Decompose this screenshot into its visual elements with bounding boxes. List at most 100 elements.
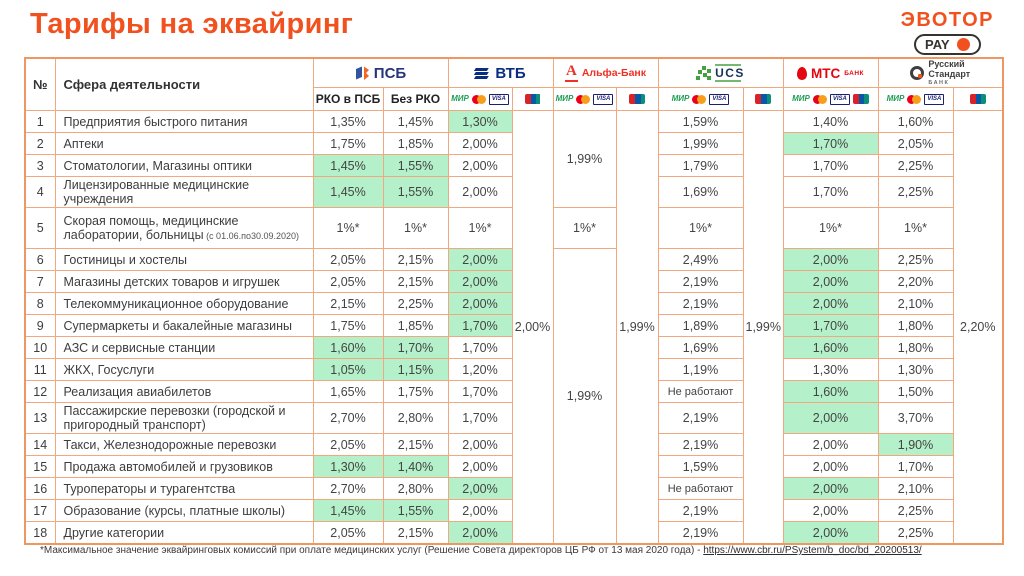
tariff-cell-rs: 2,25%	[877, 499, 954, 522]
row-label: ЖКХ, Госуслуги	[54, 358, 314, 381]
tariff-cell-alfa: 1%*	[552, 207, 617, 249]
tariff-cell-psb-free: 1%*	[382, 207, 449, 249]
tariff-cell-psb-free: 1,85%	[382, 132, 449, 155]
bank-name-rs-1: Русский	[928, 59, 965, 70]
tariff-cell-ucs: Не работают	[657, 477, 744, 500]
tariff-cell-mts: 1%*	[782, 207, 879, 249]
mir-icon: МИР	[555, 94, 574, 103]
ucs-logo-icon	[696, 65, 712, 80]
tariff-cell-rs: 3,70%	[877, 402, 954, 434]
bank-header-mts: МТС БАНК	[782, 57, 879, 88]
tariff-cell-rs-unionpay-merged: 2,20%	[952, 110, 1004, 545]
row-number: 13	[24, 402, 56, 434]
ucs-strip-top	[715, 64, 742, 66]
page-title: Тарифы на эквайринг	[30, 8, 354, 40]
tariff-cell-mts: 1,70%	[782, 132, 879, 155]
mastercard-icon	[692, 94, 707, 104]
tariff-cell-ucs: 1%*	[657, 207, 744, 249]
tariff-cell-vtb: 1,70%	[447, 314, 513, 337]
tariff-cell-psb-rko: 1%*	[312, 207, 384, 249]
tariff-cell-rs: 2,10%	[877, 477, 954, 500]
tariff-cell-psb-rko: 1,30%	[312, 455, 384, 478]
table-row: 1 Предприятия быстрого питания 1,35% 1,45% 1…	[24, 110, 1004, 545]
tariff-cell-vtb: 1,30%	[447, 110, 513, 133]
tariff-cell-rs: 2,05%	[877, 132, 954, 155]
tariff-cell-ucs: 1,19%	[657, 358, 744, 381]
tariff-cell-psb-rko: 2,15%	[312, 292, 384, 315]
row-label: Такси, Железнодорожные перевозки	[54, 433, 314, 456]
tariff-cell-mts: 2,00%	[782, 477, 879, 500]
row-label: Продажа автомобилей и грузовиков	[54, 455, 314, 478]
bank-name-vtb: ВТБ	[495, 64, 526, 82]
tariff-cell-ucs: 2,19%	[657, 270, 744, 293]
row-label: Скорая помощь, медицинские лаборатории, …	[54, 207, 314, 249]
table-row: 8 Телекоммуникационное оборудование 2,15% 2…	[24, 292, 1003, 315]
table-row: 5 Скорая помощь, медицинские лаборатории,…	[24, 207, 1003, 249]
tariff-cell-psb-rko: 2,05%	[312, 433, 384, 456]
row-number: 16	[24, 477, 56, 500]
mastercard-icon	[907, 94, 922, 104]
tariff-cell-rs: 1,80%	[877, 314, 954, 337]
visa-icon: VISA	[709, 93, 730, 105]
row-number: 12	[24, 380, 56, 403]
table-row: 10 АЗС и сервисные станции 1,60% 1,70% 1,70%…	[24, 336, 1003, 359]
table-row: 17 Образование (курсы, платные школы) 1,45…	[24, 499, 1003, 522]
tariff-cell-vtb: 1,70%	[447, 402, 513, 434]
bank-header-psb: ПСБ	[312, 57, 449, 88]
tariff-cell-psb-free: 2,25%	[382, 292, 449, 315]
bank-header-ucs: UCS	[657, 57, 784, 88]
footnote: *Максимальное значение эквайринговых ком…	[40, 545, 922, 556]
tariff-cell-psb-free: 2,15%	[382, 521, 449, 545]
tariff-cell-mts: 1,70%	[782, 154, 879, 177]
tariff-cell-vtb: 2,00%	[447, 499, 513, 522]
pay-badge: PAY	[914, 34, 981, 55]
tariff-table-body: 1 Предприятия быстрого питания 1,35% 1,45% 1…	[24, 110, 1004, 545]
tariff-cell-psb-free: 1,70%	[382, 336, 449, 359]
tariff-cell-rs: 1%*	[877, 207, 954, 249]
tariff-table: № Сфера деятельности ПСБ	[24, 57, 1005, 545]
subcol-mts-cards: МИР VISA	[782, 87, 879, 111]
bank-name-mts-suffix: БАНК	[844, 69, 865, 77]
card-systems-header-row: РКО в ПСБ Без РКО МИР VISA МИР VISA МИР VIS…	[25, 87, 1004, 111]
tariff-cell-vtb: 2,00%	[447, 433, 513, 456]
tariff-cell-alfa-merged: 1,99%	[552, 110, 617, 208]
tariff-cell-ucs: 1,69%	[657, 336, 744, 359]
tariff-cell-rs: 2,25%	[877, 154, 954, 177]
bank-name-psb: ПСБ	[373, 64, 407, 82]
subcol-psb-free: Без РКО	[382, 87, 449, 111]
bank-name-rs-suffix: БАНК	[928, 79, 950, 86]
pay-dot-icon	[956, 38, 970, 51]
subcol-alfa-unionpay	[615, 87, 659, 111]
row-label: Телекоммуникационное оборудование	[54, 292, 314, 315]
footnote-link[interactable]: https://www.cbr.ru/PSystem/b_doc/bd_2020…	[703, 545, 922, 556]
tariff-cell-rs: 1,70%	[877, 455, 954, 478]
col-header-sphere: Сфера деятельности	[54, 57, 314, 111]
tariff-cell-vtb: 1,70%	[447, 336, 513, 359]
row-label: Гостиницы и хостелы	[54, 248, 314, 271]
row-sublabel: (с 01.06.по30.09.2020)	[203, 231, 300, 241]
tariff-cell-psb-free: 2,80%	[382, 402, 449, 434]
tariff-cell-psb-rko: 1,45%	[312, 176, 384, 208]
tariff-cell-psb-free: 1,55%	[382, 154, 449, 177]
subcol-vtb-cards: МИР VISA	[447, 87, 513, 111]
subcol-rs-cards: МИР VISA	[877, 87, 954, 111]
table-row: 13 Пассажирские перевозки (городской и пр…	[24, 402, 1003, 434]
row-number: 4	[24, 176, 56, 208]
subcol-psb-rko: РКО в ПСБ	[312, 87, 384, 111]
row-number: 2	[24, 132, 56, 155]
row-number: 15	[24, 455, 56, 478]
row-label: Образование (курсы, платные школы)	[54, 499, 314, 522]
unionpay-icon	[969, 94, 986, 104]
row-label: АЗС и сервисные станции	[54, 336, 314, 359]
tariff-cell-psb-free: 2,15%	[382, 248, 449, 271]
tariff-cell-ucs: 1,99%	[657, 132, 744, 155]
unionpay-icon	[524, 94, 541, 104]
mir-icon: МИР	[792, 94, 810, 103]
tariff-cell-ucs: 2,19%	[657, 292, 744, 315]
tariff-cell-mts: 2,00%	[782, 499, 879, 522]
table-row: 16 Туроператоры и турагентства 2,70% 2,80% 2…	[24, 477, 1003, 500]
tariff-cell-ucs: 1,59%	[657, 455, 744, 478]
unionpay-icon	[629, 94, 645, 104]
table-row: 7 Магазины детских товаров и игрушек 2,05%…	[24, 270, 1003, 293]
